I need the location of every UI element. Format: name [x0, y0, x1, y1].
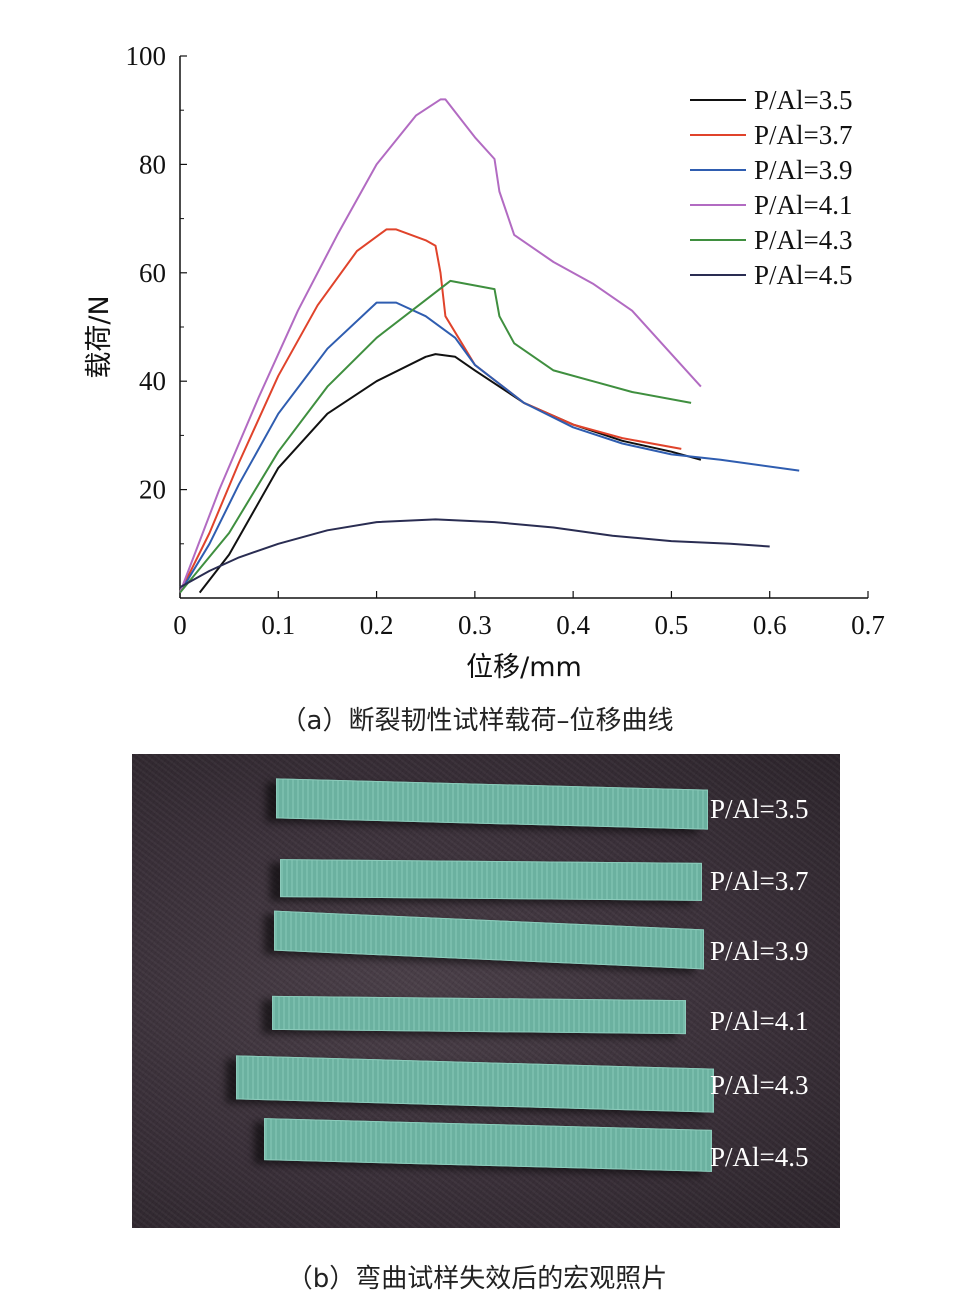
caption-b: （b）弯曲试样失效后的宏观照片 — [286, 1264, 668, 1294]
series-line-1 — [198, 353, 702, 594]
legend-label-6: P/Al=4.5 — [754, 260, 853, 290]
specimen-bar-2 — [280, 859, 702, 901]
legend-label-5: P/Al=4.3 — [754, 225, 853, 255]
x-tick-label: 0.4 — [556, 610, 590, 640]
photo-label-3-9: P/Al=3.9 — [710, 936, 809, 966]
chart-legend: P/Al=3.5 P/Al=3.7 P/Al=3.9 P/Al=4.1 P/Al=4.3… — [690, 85, 853, 290]
chart-axes: 0 0.1 0.2 0.3 0.4 0.5 0.6 0.7 20 40 60 80 100 位移/mm 载荷… — [84, 41, 885, 683]
y-axis-label: 载荷/N — [84, 295, 115, 378]
legend-label-4: P/Al=4.1 — [754, 190, 853, 220]
series-line-5 — [179, 279, 692, 594]
caption-a: （a）断裂韧性试样载荷–位移曲线 — [280, 706, 674, 736]
legend-label-3: P/Al=3.9 — [754, 155, 853, 185]
x-tick-label: 0.3 — [458, 610, 492, 640]
x-tick-label: 0.5 — [655, 610, 689, 640]
x-tick-label: 0.6 — [753, 610, 787, 640]
series-line-2 — [179, 228, 682, 594]
x-tick-label: 0.2 — [360, 610, 394, 640]
series-line-6 — [179, 518, 770, 589]
specimen-bar-4 — [272, 995, 686, 1035]
photo-label-3-5: P/Al=3.5 — [710, 794, 809, 824]
legend-label-1: P/Al=3.5 — [754, 85, 853, 115]
series-line-3 — [179, 301, 800, 594]
y-tick-label: 20 — [139, 475, 166, 505]
x-tick-label: 0.1 — [261, 610, 295, 640]
series-line-4 — [179, 98, 702, 593]
photo-label-4-1: P/Al=4.1 — [710, 1006, 809, 1036]
y-tick-label: 80 — [139, 149, 166, 179]
chart-series-lines — [179, 98, 800, 594]
photo-label-4-3: P/Al=4.3 — [710, 1070, 809, 1100]
x-axis-label: 位移/mm — [466, 652, 582, 683]
photo-label-4-5: P/Al=4.5 — [710, 1142, 809, 1172]
y-tick-label: 60 — [139, 258, 166, 288]
x-tick-label: 0.7 — [851, 610, 885, 640]
photo-label-3-7: P/Al=3.7 — [710, 866, 809, 896]
legend-label-2: P/Al=3.7 — [754, 120, 853, 150]
y-tick-label: 40 — [139, 366, 166, 396]
specimen-photo: P/Al=3.5 P/Al=3.7 P/Al=3.9 P/Al=4.1 P/Al… — [132, 754, 840, 1228]
y-tick-label: 100 — [126, 41, 167, 71]
x-tick-label: 0 — [173, 610, 187, 640]
load-displacement-chart: 0 0.1 0.2 0.3 0.4 0.5 0.6 0.7 20 40 60 80 100 位移/mm 载荷… — [84, 41, 885, 683]
